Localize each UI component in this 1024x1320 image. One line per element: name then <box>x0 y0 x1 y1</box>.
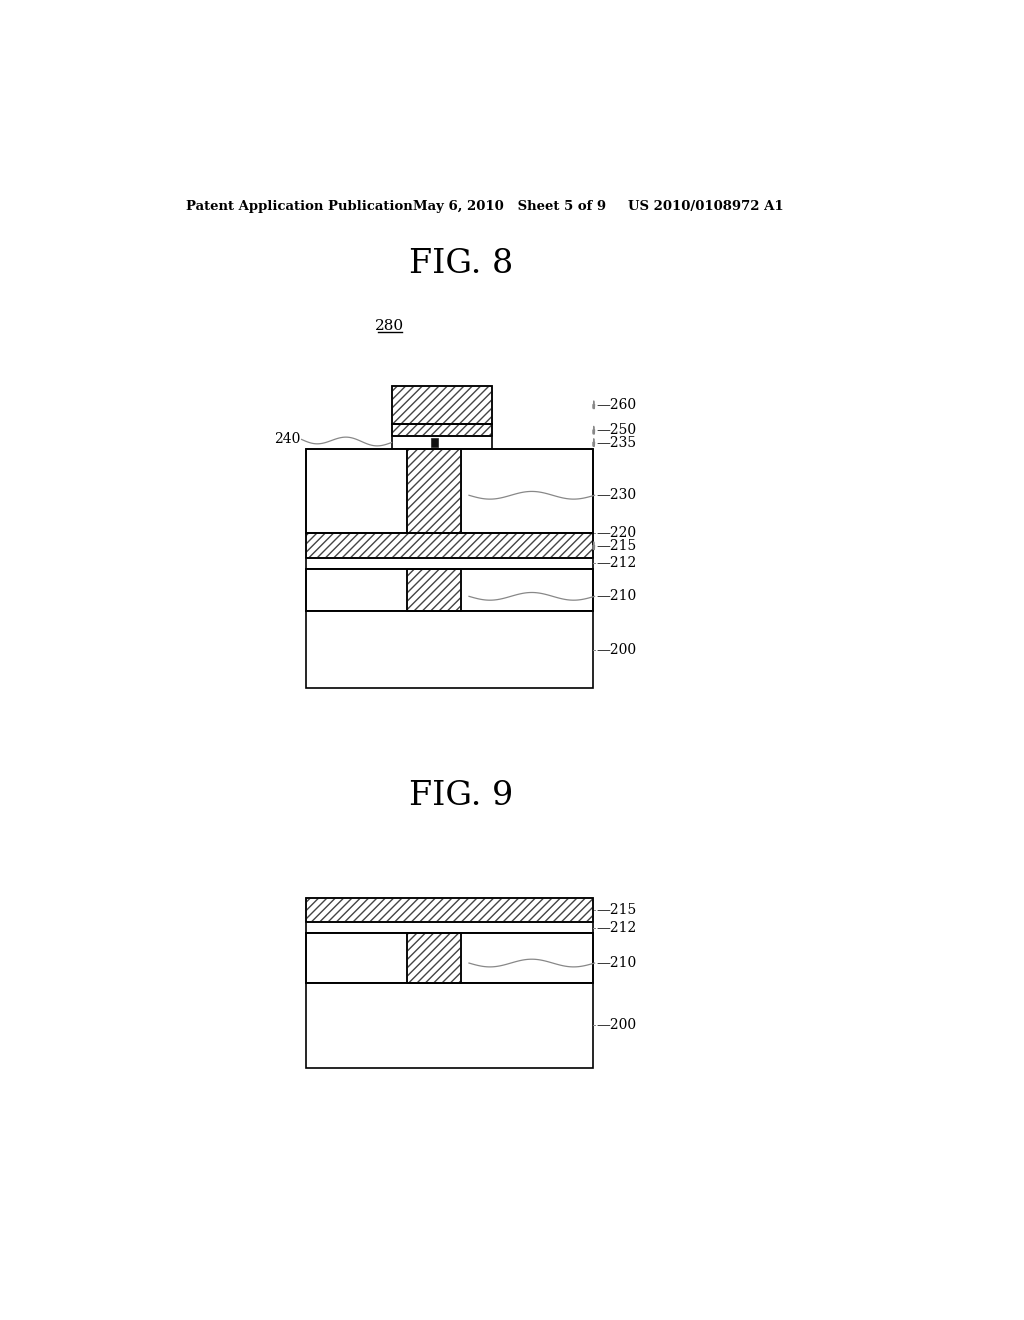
Bar <box>306 569 593 611</box>
Text: —235: —235 <box>596 436 636 450</box>
Text: —210: —210 <box>596 956 636 970</box>
Bar <box>306 558 593 569</box>
Bar <box>306 898 593 923</box>
Bar <box>306 898 593 923</box>
Text: May 6, 2010   Sheet 5 of 9: May 6, 2010 Sheet 5 of 9 <box>414 199 606 213</box>
Bar <box>306 611 593 688</box>
Bar <box>391 385 493 424</box>
Bar <box>391 424 493 437</box>
Text: 280: 280 <box>376 319 404 333</box>
Text: —215: —215 <box>596 903 636 917</box>
Text: —260: —260 <box>596 397 636 412</box>
Text: —210: —210 <box>596 589 636 603</box>
Bar <box>306 569 593 611</box>
Bar <box>306 533 593 558</box>
Bar <box>407 449 461 533</box>
Text: —250: —250 <box>596 424 636 437</box>
Text: —212: —212 <box>596 557 636 570</box>
Bar <box>407 933 461 983</box>
Bar <box>306 898 593 923</box>
Text: US 2010/0108972 A1: US 2010/0108972 A1 <box>628 199 783 213</box>
Bar <box>391 437 493 449</box>
Bar <box>306 449 593 533</box>
Text: FIG. 9: FIG. 9 <box>410 780 513 812</box>
Bar <box>407 569 461 611</box>
Bar <box>461 449 593 533</box>
Bar <box>407 569 461 611</box>
Bar <box>407 449 461 533</box>
Bar <box>306 933 593 983</box>
Bar <box>306 983 593 1068</box>
Text: 240: 240 <box>273 433 300 446</box>
Text: Patent Application Publication: Patent Application Publication <box>186 199 413 213</box>
Bar <box>391 424 493 437</box>
Text: —215: —215 <box>596 539 636 553</box>
Text: —220: —220 <box>596 527 636 540</box>
Bar <box>391 385 493 424</box>
Text: —230: —230 <box>596 488 636 503</box>
Bar <box>407 933 461 983</box>
Bar <box>306 933 593 983</box>
Bar <box>391 385 493 424</box>
Text: —200: —200 <box>596 1019 636 1032</box>
Bar <box>306 923 593 933</box>
Bar <box>407 449 461 533</box>
Bar <box>391 424 493 437</box>
Bar <box>431 438 437 447</box>
Bar <box>306 533 593 558</box>
Text: FIG. 8: FIG. 8 <box>410 248 513 280</box>
Bar <box>407 933 461 983</box>
Bar <box>306 533 593 558</box>
Bar <box>407 569 461 611</box>
Text: —212: —212 <box>596 920 636 935</box>
Text: —200: —200 <box>596 643 636 656</box>
Bar <box>306 449 407 533</box>
